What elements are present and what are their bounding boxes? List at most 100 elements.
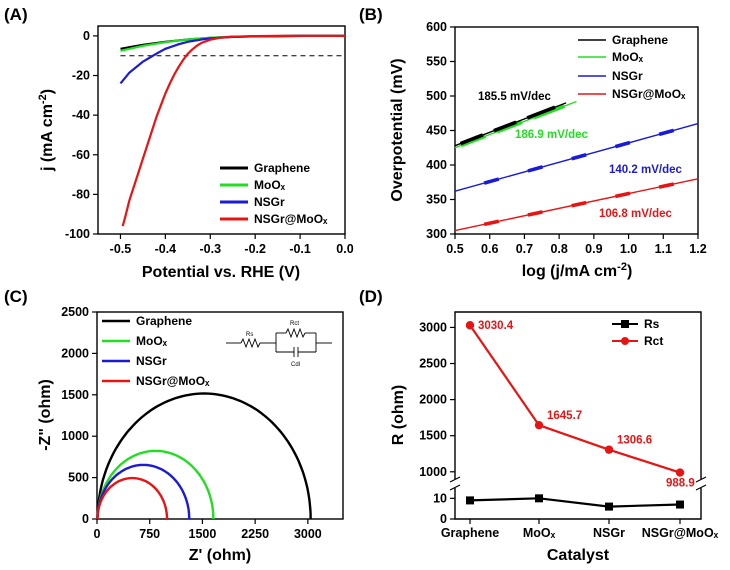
rs-marker — [535, 494, 543, 503]
panel-a-x-axis-title: Potential vs. RHE (V) — [142, 264, 300, 281]
x-tick-label: -0.2 — [244, 242, 266, 256]
legend-label-nsgr-moox: NSGr@MoOₓ — [254, 212, 328, 226]
panel-c: (C) 0 500 1000 1500 2000 2500 0 750 1500 2250 300… — [4, 287, 344, 564]
x-tick-label: 0.6 — [481, 242, 498, 256]
panel-d-y-axis-title: R (ohm) — [390, 385, 407, 445]
x-tick-label: NSGr — [593, 526, 625, 540]
data-segment-3 — [527, 210, 543, 217]
rct-data-label: 3030.4 — [478, 320, 514, 332]
panel-b-series — [454, 100, 699, 232]
y-tick-label: 400 — [426, 158, 447, 172]
panel-b-x-title-sup: -2 — [617, 261, 627, 273]
y-tick-label: 1000 — [61, 429, 89, 443]
panel-a-y-title-main: j (mA cm — [39, 104, 56, 172]
panel-d-series: 3030.4 1645.7 1306.6 988.9 — [465, 320, 695, 511]
y-tick-label: 2500 — [61, 305, 89, 319]
x-tick-label: 0.5 — [446, 242, 463, 256]
panel-c-series — [96, 392, 312, 520]
panel-d-x-axis-title: Catalyst — [547, 547, 610, 564]
legend-label-moox: MoOₓ — [612, 50, 644, 64]
x-tick-label: -0.3 — [199, 242, 221, 256]
panel-d: (D) 1000 1500 2000 2500 3000 0 10 Graphene MoOₓ… — [359, 287, 719, 564]
y-tick-label: 500 — [426, 89, 447, 103]
panel-b-label: (B) — [359, 5, 383, 24]
legend-label-graphene: Graphene — [254, 161, 310, 175]
legend-label-graphene: Graphene — [612, 33, 668, 47]
panel-b-x-title-main: log (j/mA cm — [522, 263, 617, 280]
panel-b-x-ticks: 0.5 0.6 0.7 0.8 0.9 1.0 1.1 1.2 — [446, 234, 707, 256]
y-tick-label: 2000 — [419, 393, 447, 407]
y-tick-label: 2500 — [419, 357, 447, 371]
y-tick-label: 0 — [440, 512, 447, 526]
rct-marker — [604, 445, 614, 454]
data-segment-0 — [493, 120, 517, 133]
nyquist-arc-1 — [96, 449, 215, 520]
panel-d-axis-break-right — [695, 476, 707, 491]
circuit-label-rs: Rs — [246, 332, 253, 338]
x-tick-label: 1.2 — [689, 242, 706, 256]
rct-marker — [465, 321, 475, 330]
y-tick-label: 2000 — [61, 346, 89, 360]
y-tick-label: 1000 — [419, 465, 447, 479]
panel-d-label: (D) — [359, 287, 383, 306]
panel-c-x-axis-title: Z' (ohm) — [189, 547, 251, 564]
axis-break-mark — [695, 484, 707, 491]
legend-marker-rs — [621, 320, 629, 328]
y-tick-label: 0 — [82, 512, 89, 526]
panel-b-x-title-end: ) — [627, 263, 632, 280]
y-tick-label: 350 — [426, 193, 447, 207]
rct-data-label: 1306.6 — [617, 435, 652, 447]
panel-c-label: (C) — [4, 287, 28, 306]
data-segment-2 — [658, 128, 675, 137]
x-tick-label: 1500 — [189, 527, 217, 541]
x-tick-label: 0.9 — [585, 242, 602, 256]
panel-a-legend: Graphene MoOₓ NSGr NSGr@MoOₓ — [220, 161, 328, 226]
panel-a-y-ticks: 0 -20 -40 -60 -80 -100 — [65, 29, 98, 241]
equivalent-circuit-diagram — [226, 327, 332, 357]
legend-marker-rct — [621, 337, 629, 345]
panel-a-y-title-end: ) — [39, 89, 56, 94]
x-tick-label: 750 — [139, 527, 160, 541]
y-tick-label: -60 — [72, 148, 90, 162]
panel-d-frame-upper — [454, 311, 702, 479]
panel-d-legend: Rs Rct — [612, 317, 663, 348]
data-segment-2 — [527, 165, 543, 173]
x-tick-label: 0.7 — [516, 242, 533, 256]
x-tick-label: 3000 — [294, 527, 322, 541]
panel-b-y-axis-title: Overpotential (mV) — [389, 58, 406, 201]
y-tick-label: -40 — [72, 108, 90, 122]
x-tick-label: -0.4 — [155, 242, 177, 256]
panel-c-frame — [96, 311, 344, 520]
rct-data-label: 988.9 — [666, 478, 695, 490]
circuit-resistor-rs — [240, 337, 261, 349]
panel-d-frame-lower — [454, 488, 702, 520]
nyquist-arc-2 — [96, 463, 191, 520]
legend-label-nsgr: NSGr — [612, 69, 643, 83]
y-tick-label: 10 — [433, 491, 447, 505]
panel-b-y-ticks: 300 350 400 450 500 550 600 — [426, 20, 455, 241]
legend-label-graphene: Graphene — [136, 314, 192, 328]
panel-c-y-ticks: 0 500 1000 1500 2000 2500 — [61, 305, 97, 526]
x-tick-label: 1.0 — [620, 242, 637, 256]
x-tick-label: Graphene — [441, 526, 499, 540]
y-tick-label: 300 — [426, 227, 447, 241]
y-tick-label: 1500 — [419, 429, 447, 443]
axis-break-mark — [449, 476, 461, 483]
data-segment-1 — [496, 120, 523, 134]
y-tick-label: -20 — [72, 69, 90, 83]
legend-label-nsgr: NSGr — [254, 195, 285, 209]
panel-c-x-ticks: 0 750 1500 2250 3000 — [94, 519, 322, 541]
rct-data-label: 1645.7 — [547, 410, 582, 422]
y-tick-label: 500 — [68, 471, 89, 485]
rs-marker — [466, 496, 474, 505]
panel-c-y-axis-title: -Z" (ohm) — [37, 379, 54, 451]
data-segment-3 — [615, 191, 631, 199]
y-tick-label: -100 — [65, 227, 90, 241]
x-tick-label: 0.0 — [336, 242, 353, 256]
panel-b-legend: Graphene MoOₓ NSGr NSGr@MoOₓ — [578, 33, 686, 101]
y-tick-label: 0 — [83, 29, 90, 43]
panel-d-y-ticks: 1000 1500 2000 2500 3000 0 10 — [419, 320, 455, 526]
y-tick-label: 450 — [426, 124, 447, 138]
